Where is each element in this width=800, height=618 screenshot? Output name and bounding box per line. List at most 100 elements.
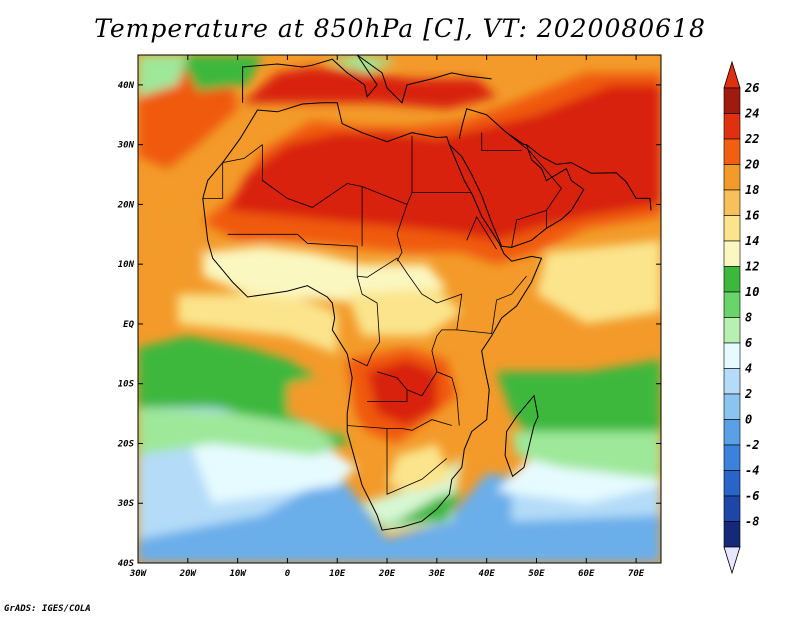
country-border: [396, 204, 408, 262]
africa-coastline: [202, 102, 543, 531]
colorbar-swatch: [723, 87, 741, 114]
colorbar-swatch: [723, 240, 741, 267]
lon-tick-label: 0: [285, 569, 291, 579]
colorbar-label: 8: [745, 311, 752, 325]
colorbar-swatch: [723, 342, 741, 369]
field-s-hot: [367, 359, 437, 426]
colorbar-swatch: [723, 164, 741, 191]
field-sa-yellow: [387, 443, 452, 492]
colorbar-label: 10: [745, 285, 759, 299]
plot-frame: [137, 54, 662, 564]
field-angola-orng: [287, 371, 358, 432]
colorbar-label: 24: [744, 107, 759, 121]
colorbar-top-triangle: [723, 60, 741, 89]
colorbar-label: 0: [745, 413, 752, 427]
lon-tick-label: 20E: [378, 569, 396, 579]
field-indian-lgrn: [511, 431, 661, 480]
lon-tick-label: 50E: [528, 569, 545, 579]
country-border: [481, 132, 522, 152]
country-border: [431, 293, 463, 426]
field-med-green: [327, 55, 397, 73]
colorbar-swatch: [723, 521, 741, 548]
lon-tick-label: 20W: [179, 569, 198, 579]
country-border: [376, 371, 408, 390]
colorbar-swatch: [723, 266, 741, 293]
field-wa-cream: [202, 246, 447, 306]
arabia-coastline: [448, 108, 585, 248]
colorbar-swatch: [723, 495, 741, 522]
field-iberia-hot: [242, 67, 497, 109]
field-se-green: [367, 491, 462, 528]
colorbar-swatch: [723, 138, 741, 165]
colorbar-label: 2: [744, 387, 752, 401]
field-eq-yellow: [177, 294, 338, 354]
lat-tick-label: 40N: [118, 81, 135, 91]
field-trop-orange: [138, 204, 203, 253]
europe-coastline: [242, 55, 492, 104]
temperature-field: [138, 55, 661, 563]
lon-tick-label: 10E: [329, 569, 346, 579]
colorbar-swatch: [723, 291, 741, 318]
coastlines-borders: [202, 55, 652, 531]
lat-tick-label: 30N: [117, 141, 135, 151]
colorbar-label: -8: [745, 515, 759, 529]
country-border: [511, 210, 547, 248]
field-nw-lgreen: [138, 55, 188, 97]
lat-tick-label: 10N: [118, 260, 135, 270]
country-border: [506, 132, 562, 229]
latitude-tick-labels: 40N 30N 20N 10N EQ 10S 20S 30S 40S: [117, 81, 135, 569]
colorbar-label: -6: [745, 489, 759, 503]
lon-tick-label: 70E: [628, 569, 645, 579]
lat-tick-label: 10S: [118, 380, 135, 390]
country-border: [466, 216, 497, 250]
colorbar-label: 16: [745, 209, 759, 223]
lat-tick-label: 20N: [117, 200, 135, 210]
map-title: Temperature at 850hPa [C], VT: 202008061…: [94, 14, 706, 43]
lat-tick-label: 30S: [117, 499, 135, 509]
colorbar-bottom-triangle: [723, 546, 741, 575]
colorbar-label: -4: [745, 464, 759, 478]
colorbar-label: 18: [745, 183, 759, 197]
colorbar-swatch: [723, 368, 741, 395]
country-border: [361, 135, 413, 205]
colorbar-label: 26: [744, 81, 759, 95]
colorbar-label: 14: [745, 234, 759, 248]
country-border: [456, 275, 527, 334]
country-border: [262, 144, 363, 208]
lon-tick-label: 10W: [229, 569, 247, 579]
colorbar-label: 12: [745, 260, 759, 274]
colorbar-swatch: [723, 393, 741, 420]
country-border: [352, 275, 381, 367]
lat-tick-label: 20S: [117, 439, 135, 449]
colorbar-label: 4: [745, 362, 752, 376]
colorbar-swatch: [723, 189, 741, 216]
country-border: [386, 428, 448, 495]
madagascar-coastline: [504, 394, 539, 478]
colorbar-label: 22: [744, 132, 759, 146]
iran-coastline: [526, 144, 652, 211]
lat-tick-label: 40S: [118, 559, 135, 569]
lat-tick-label: EQ: [123, 320, 134, 330]
field-nw-green: [177, 55, 263, 91]
colorbar-swatch: [723, 215, 741, 242]
field-indian-green: [496, 359, 661, 444]
longitude-tick-labels: 30W 20W 10W 0 10E 20E 30E 40E 50E 60E 70E: [129, 569, 645, 579]
colorbar-swatch: [723, 444, 741, 471]
axis-ticks: [137, 55, 661, 564]
field-central-yell: [347, 288, 462, 336]
field-sw-lgreen: [138, 407, 338, 456]
lon-tick-label: 60E: [578, 569, 595, 579]
field-ne-yellow: [536, 240, 661, 324]
lon-tick-label: 30W: [129, 569, 148, 579]
colorbar-label: 20: [744, 158, 759, 172]
lon-tick-label: 30E: [428, 569, 446, 579]
lon-tick-label: 40E: [479, 569, 496, 579]
colorbar-swatch: [723, 419, 741, 446]
country-border: [347, 419, 452, 431]
grads-credit: GrADS: IGES/COLA: [4, 604, 91, 614]
colorbar-swatch: [723, 470, 741, 497]
colorbar-swatch: [723, 113, 741, 140]
colorbar-label: -2: [745, 438, 759, 452]
colorbar-label: 6: [745, 336, 752, 350]
